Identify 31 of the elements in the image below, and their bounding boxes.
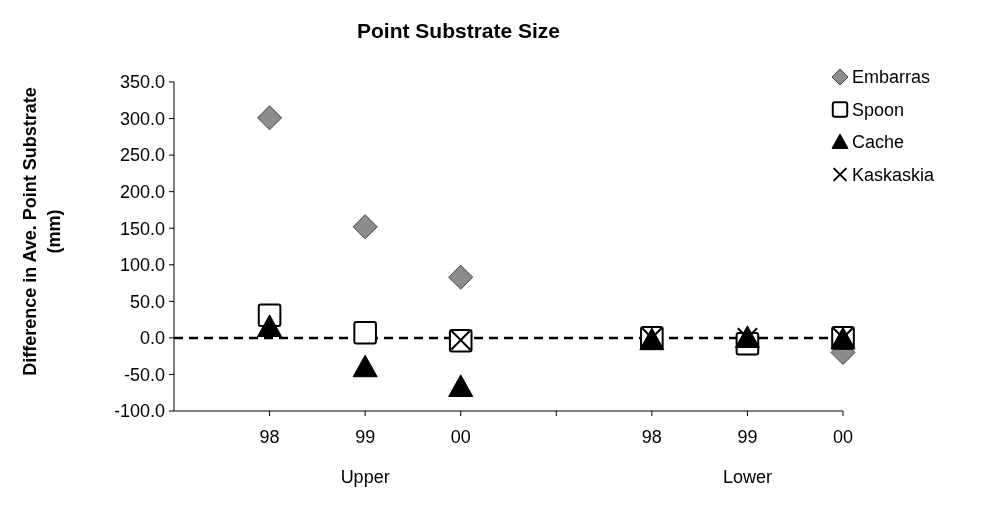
legend-label: Spoon (852, 99, 905, 120)
y-tick-label: 150.0 (119, 218, 165, 239)
y-tick-label: 200.0 (119, 181, 165, 202)
point (448, 374, 474, 397)
legend-label: Kaskaskia (852, 164, 936, 185)
y-tick-label: 0.0 (139, 328, 165, 349)
y-tick-label: 350.0 (119, 72, 165, 93)
text: Upper (340, 467, 390, 487)
point (257, 314, 283, 338)
x-tick-label: 99 (355, 427, 376, 447)
y-tick-label: -50.0 (123, 364, 165, 385)
y-tick-label: 50.0 (129, 291, 165, 312)
point (353, 320, 377, 345)
x-tick-label: 98 (259, 427, 280, 447)
legend-label: Embarras (852, 67, 931, 88)
point (448, 264, 474, 290)
point (352, 214, 378, 240)
point (257, 105, 283, 131)
y-tick-label: 100.0 (119, 255, 165, 276)
y-tick-label: 250.0 (119, 145, 165, 166)
y-tick-label: -100.0 (113, 401, 165, 422)
x-tick-label: 99 (737, 427, 758, 447)
x-tick-label: 98 (641, 427, 662, 447)
x-tick-label: 00 (832, 427, 854, 447)
y-axis-title: Difference in Ave. Point Substrate (mm) (20, 87, 64, 376)
text: Lower (722, 467, 772, 487)
y-tick-label: 300.0 (119, 108, 165, 129)
point (352, 354, 378, 378)
legend-label: Cache (852, 132, 905, 153)
x-tick-label: 00 (450, 427, 471, 447)
chart-title: Point Substrate Size (356, 19, 561, 42)
